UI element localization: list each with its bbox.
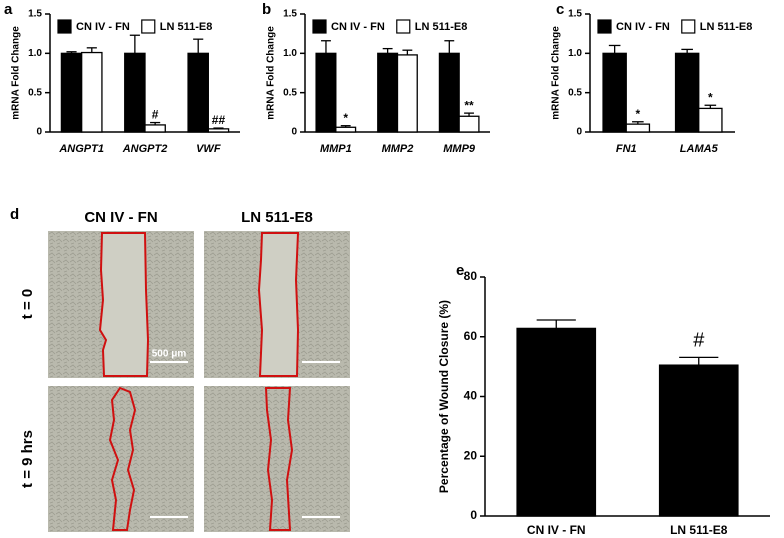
significance-label: * [708, 90, 713, 104]
bar [625, 123, 651, 133]
y-tick-label: 20 [464, 448, 478, 462]
y-tick-label: 1.0 [28, 48, 42, 59]
x-tick-label: MMP9 [443, 143, 476, 155]
y-axis-label: mRNA Fold Change [11, 26, 22, 120]
legend-label: CN IV - FN [331, 21, 385, 33]
y-axis-label: mRNA Fold Change [266, 26, 277, 120]
bar [207, 128, 230, 133]
bar [698, 107, 723, 133]
y-tick-label: 1.5 [568, 9, 582, 20]
legend-swatch [681, 19, 696, 34]
significance-label: * [343, 111, 348, 125]
legend-label: LN 511-E8 [415, 21, 468, 33]
y-axis-label: Percentage of Wound Closure (%) [437, 300, 451, 493]
legend-swatch [57, 19, 72, 34]
micrograph-panel: d CN IV - FN LN 511-E8 t = 0 t = 9 hrs 5… [10, 206, 350, 532]
significance-label: # [693, 330, 705, 352]
legend-label: CN IV - FN [616, 21, 670, 33]
column-label: CN IV - FN [84, 209, 157, 226]
bar [438, 52, 460, 133]
legend-swatch [141, 19, 156, 34]
bar [187, 52, 209, 133]
bar [60, 52, 83, 133]
significance-label: * [636, 107, 641, 121]
y-tick-label: 1.5 [283, 9, 297, 20]
bar [658, 364, 739, 517]
y-axis-label: mRNA Fold Change [551, 26, 562, 120]
y-tick-label: 0 [576, 127, 582, 138]
bar [144, 124, 166, 133]
bar [377, 52, 399, 133]
wound-outline [108, 386, 137, 531]
legend-swatch [597, 19, 612, 34]
bar [81, 51, 103, 133]
legend-label: LN 511-E8 [700, 21, 753, 33]
y-tick-label: 1.5 [28, 9, 42, 20]
bar [315, 52, 337, 133]
significance-label: # [152, 108, 159, 122]
y-tick-label: 1.0 [568, 48, 582, 59]
wound-outline [264, 387, 294, 531]
y-tick-label: 40 [464, 389, 478, 403]
panel-label: d [10, 206, 19, 223]
y-tick-label: 0.5 [28, 87, 42, 98]
x-tick-label: ANGPT2 [122, 143, 168, 155]
panel-label: a [4, 1, 13, 18]
bar [124, 52, 146, 133]
wound-outline [257, 232, 300, 377]
panel-label: b [262, 1, 271, 18]
bar [335, 126, 357, 133]
bar [396, 54, 418, 133]
panel-label: c [556, 1, 564, 18]
x-tick-label: ANGPT1 [58, 143, 104, 155]
y-tick-label: 0.5 [568, 87, 582, 98]
y-tick-label: 80 [464, 269, 478, 283]
legend-swatch [396, 19, 411, 34]
x-tick-label: VWF [196, 143, 221, 155]
y-tick-label: 0.5 [283, 87, 297, 98]
y-tick-label: 0 [470, 508, 477, 522]
x-tick-label: CN IV - FN [527, 523, 586, 537]
bar [458, 115, 480, 133]
x-tick-label: MMP1 [320, 143, 352, 155]
column-label: LN 511-E8 [241, 209, 313, 226]
bar [516, 327, 597, 517]
bar [674, 52, 700, 133]
legend-swatch [312, 19, 327, 34]
micrograph [204, 386, 350, 532]
y-tick-label: 1.0 [283, 48, 297, 59]
row-label: t = 9 hrs [19, 430, 36, 488]
x-tick-label: LN 511-E8 [670, 523, 728, 537]
wound-outline [98, 232, 150, 377]
y-tick-label: 60 [464, 329, 478, 343]
x-tick-label: MMP2 [382, 143, 414, 155]
bar [602, 52, 627, 133]
panel-label: e [456, 262, 464, 279]
x-tick-label: LAMA5 [680, 143, 719, 155]
x-tick-label: FN1 [616, 143, 637, 155]
y-tick-label: 0 [36, 127, 42, 138]
legend-label: LN 511-E8 [160, 21, 213, 33]
significance-label: ## [212, 113, 226, 127]
row-label: t = 0 [19, 289, 36, 319]
scale-bar-label: 500 μm [152, 349, 187, 360]
significance-label: ** [464, 98, 474, 112]
legend-label: CN IV - FN [76, 21, 130, 33]
y-tick-label: 0 [291, 127, 297, 138]
micrograph [48, 386, 194, 532]
